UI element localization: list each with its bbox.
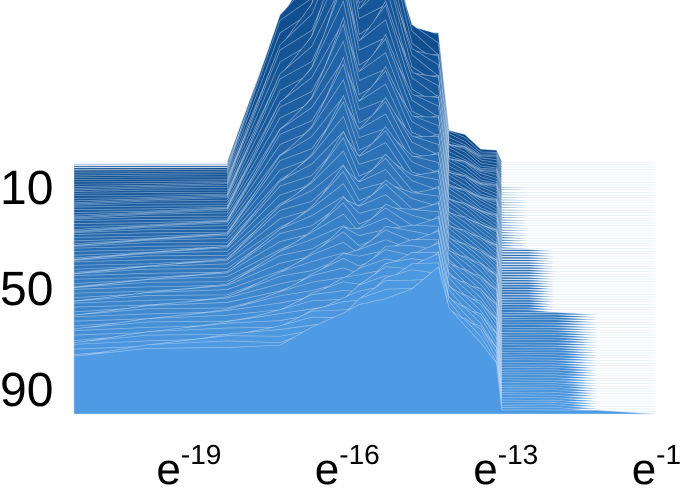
y-tick-label-90: 90 [0,364,53,417]
y-tick-label-50: 50 [0,263,53,316]
x-tick-label-e-10: e-10 [632,439,682,494]
ridgeline-series [73,0,656,415]
ridge-100 [73,266,656,415]
x-tick-label-e-16: e-16 [315,439,380,494]
x-axis-tick-labels: e-19 e-16 e-13 e-10 [156,439,682,494]
x-tick-label-e-13: e-13 [473,439,538,494]
y-axis-tick-labels: 10 50 90 [0,162,53,417]
y-tick-label-10: 10 [0,162,53,215]
x-tick-label-e-19: e-19 [156,439,221,494]
